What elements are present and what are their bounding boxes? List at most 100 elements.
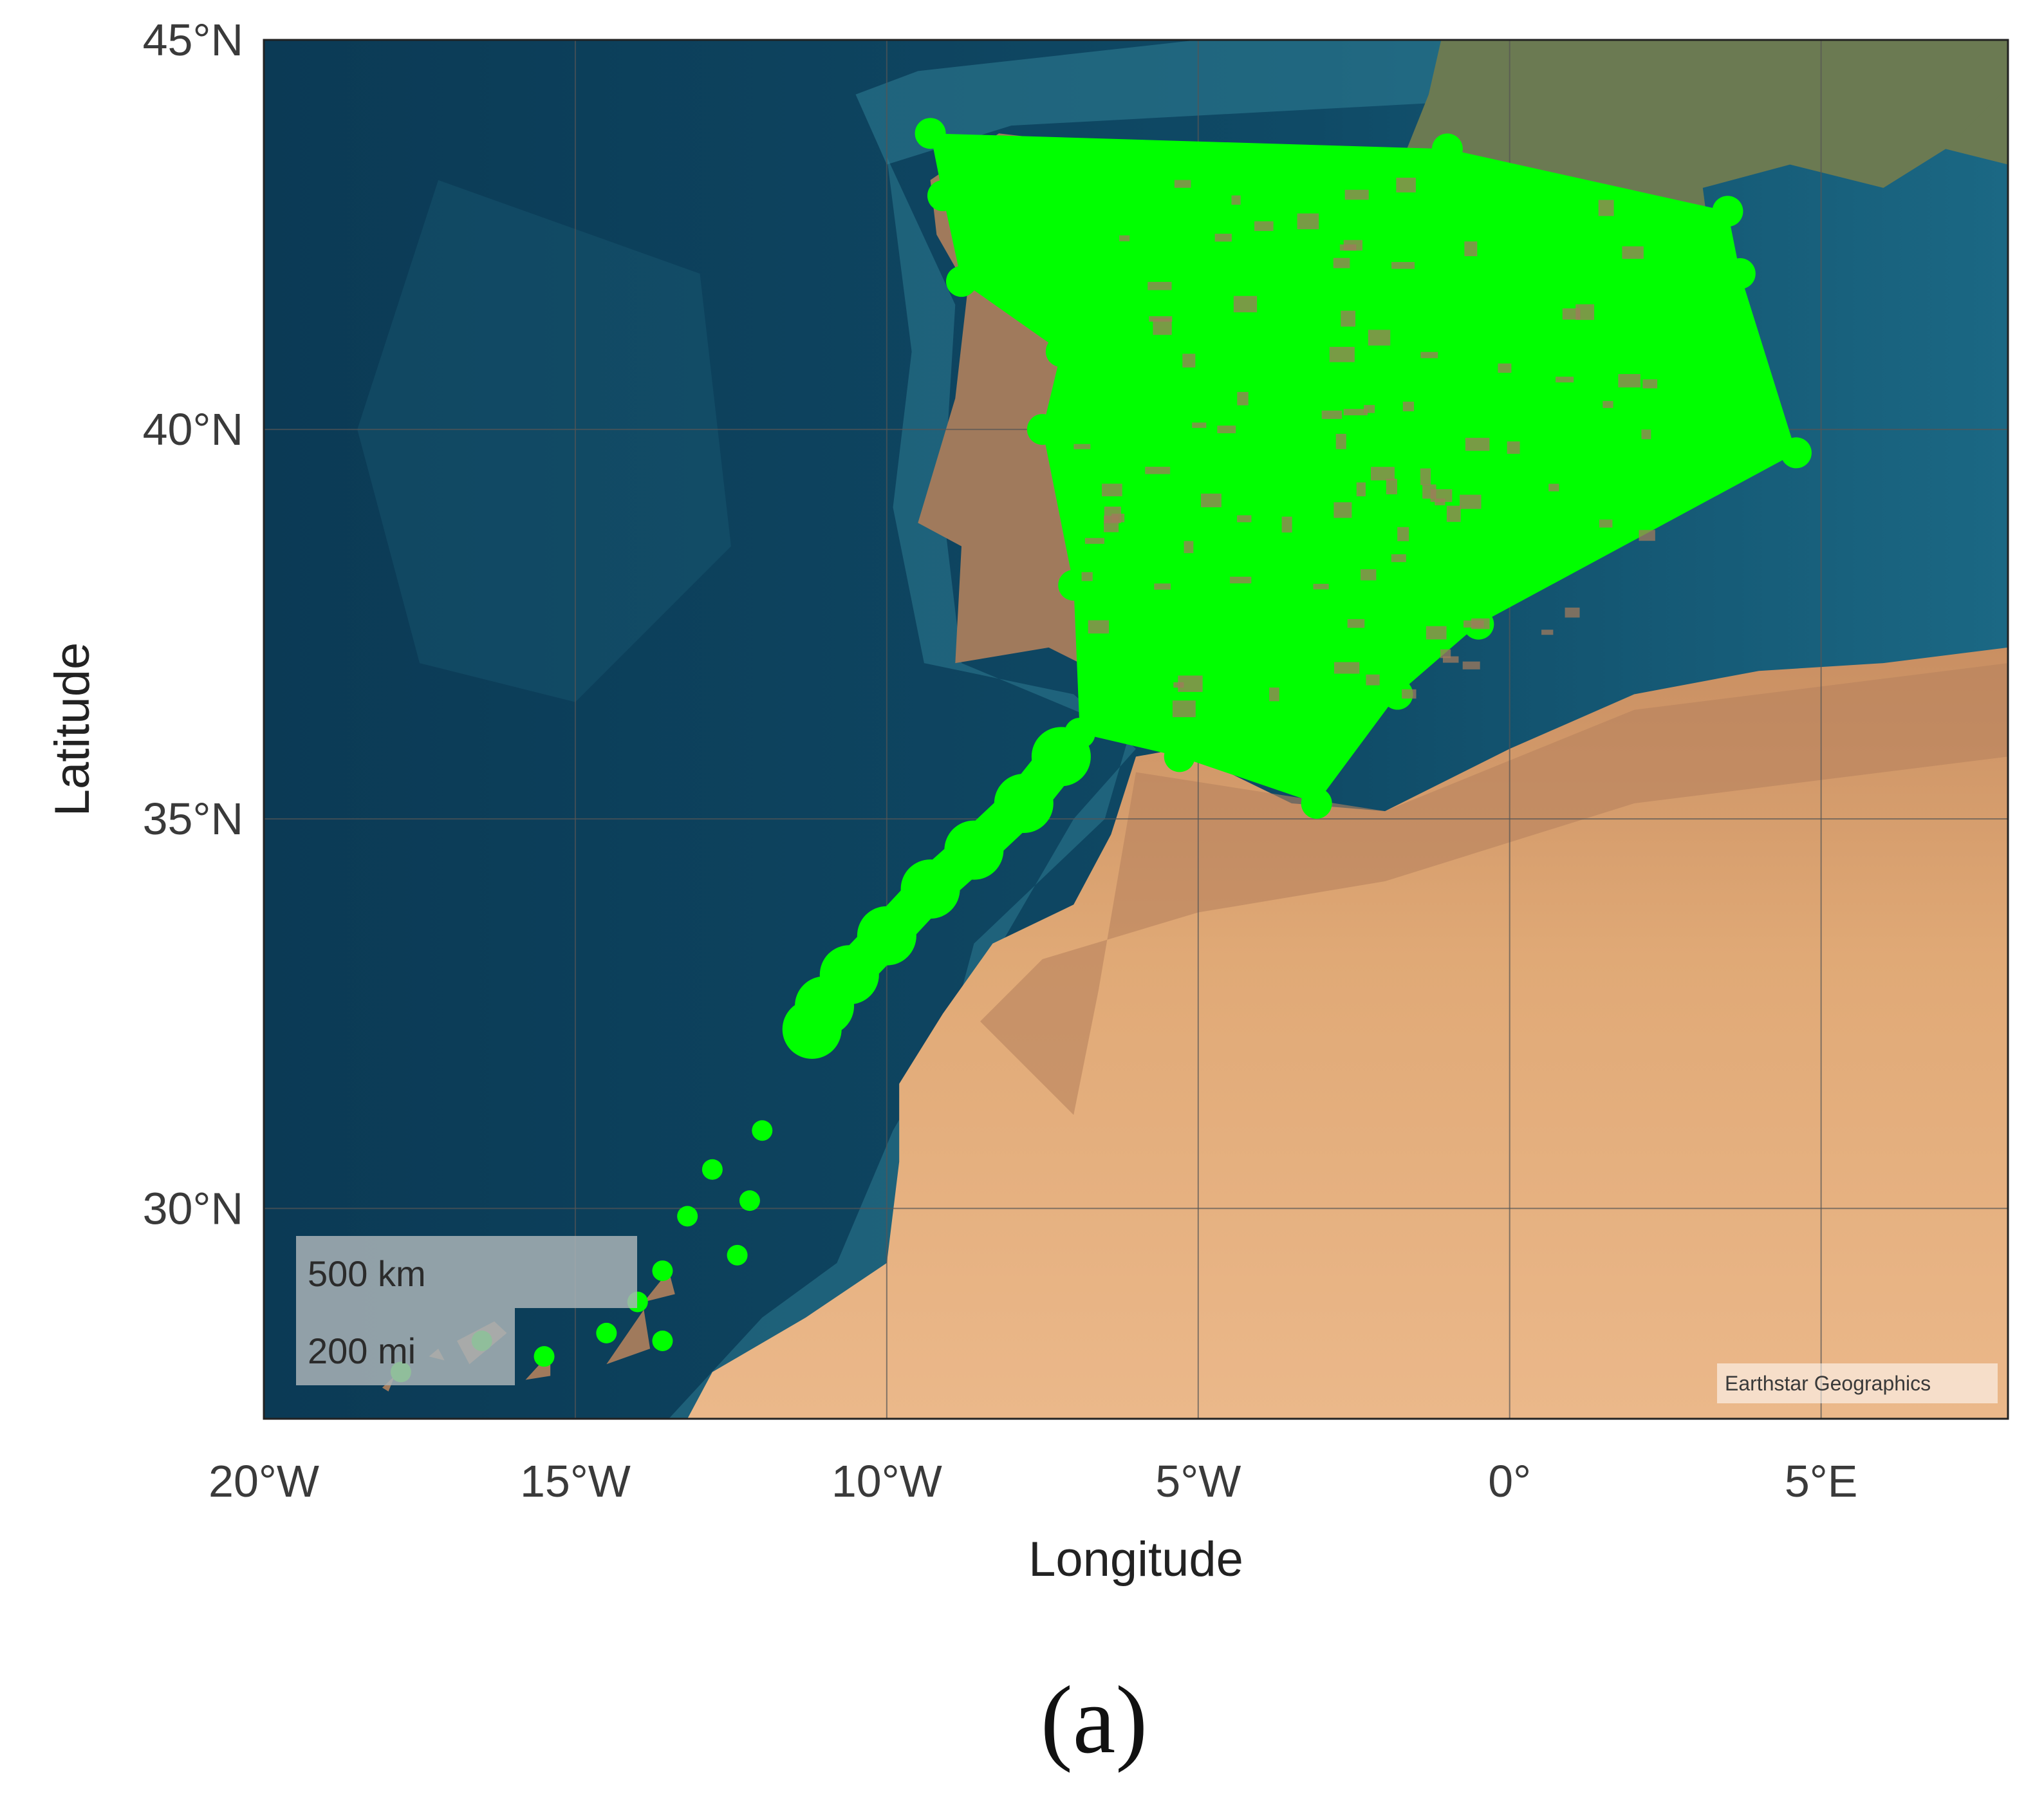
points-gap xyxy=(1641,429,1651,440)
points-gap xyxy=(1341,310,1356,327)
scale-bar-km-label: 500 km xyxy=(308,1253,426,1294)
points-edge-cluster xyxy=(915,118,946,149)
points-gap xyxy=(1391,554,1406,563)
points-edge-cluster xyxy=(1712,196,1743,227)
points-edge-cluster xyxy=(1027,414,1058,445)
points-gap xyxy=(1642,379,1658,389)
data-points xyxy=(390,118,1812,1383)
points-gap xyxy=(1104,516,1119,532)
points-gap xyxy=(1598,200,1614,216)
points-gap xyxy=(1184,541,1194,554)
points-gap xyxy=(1344,189,1369,200)
points-gap xyxy=(1237,515,1252,523)
points-gap xyxy=(1233,295,1258,313)
x-tick-label: 20°W xyxy=(209,1456,319,1506)
points-gap xyxy=(1230,576,1252,584)
points-gap xyxy=(1281,516,1292,533)
points-island-cluster xyxy=(677,1206,698,1227)
x-tick-label: 5°E xyxy=(1785,1456,1858,1506)
points-gap xyxy=(1217,426,1236,434)
points-gap xyxy=(1435,498,1445,505)
points-island-cluster xyxy=(534,1346,555,1367)
points-trail-cluster xyxy=(782,999,842,1059)
points-edge-cluster xyxy=(1164,741,1195,772)
points-edge-cluster xyxy=(1045,336,1077,368)
points-gap xyxy=(1575,304,1595,321)
points-gap xyxy=(1420,351,1438,359)
points-gap xyxy=(1507,441,1520,454)
points-gap xyxy=(1333,502,1352,518)
points-gap xyxy=(1329,346,1355,362)
y-tick-label: 40°N xyxy=(143,404,243,454)
points-gap xyxy=(1154,583,1171,590)
shelf-abyssal-plain xyxy=(357,180,731,702)
plot-frame xyxy=(263,39,2009,1420)
points-gap xyxy=(1446,505,1461,522)
points-trail-cluster xyxy=(900,859,960,919)
points-gap xyxy=(1343,409,1368,416)
scale-bar-mi-box xyxy=(296,1308,515,1385)
points-gap xyxy=(1073,444,1091,449)
points-edge-cluster xyxy=(1301,787,1332,819)
points-edge-cluster xyxy=(927,180,958,212)
points-island-cluster xyxy=(652,1260,673,1282)
y-tick-labels: 45°N 40°N 35°N 30°N xyxy=(143,15,243,1233)
figure-caption: (a) xyxy=(1041,1667,1147,1773)
points-gap xyxy=(1556,377,1574,383)
points-gap xyxy=(1237,391,1249,406)
points-gap xyxy=(1599,519,1613,528)
points-gap xyxy=(1548,483,1559,492)
points-gap xyxy=(1201,493,1222,508)
points-gap xyxy=(1347,619,1365,628)
points-gap xyxy=(1541,630,1554,635)
points-edge-cluster xyxy=(1058,570,1090,601)
points-gap xyxy=(1462,661,1480,669)
points-gap xyxy=(1459,494,1482,509)
points-gap xyxy=(1173,682,1184,688)
x-axis-title: Longitude xyxy=(1028,1532,1243,1587)
points-edge-cluster xyxy=(1780,437,1812,469)
points-gap xyxy=(1088,620,1110,634)
points-gap xyxy=(1214,234,1232,242)
points-gap xyxy=(1102,483,1122,497)
points-gap xyxy=(1603,400,1613,408)
points-island-cluster xyxy=(701,1159,723,1180)
points-gap xyxy=(1402,401,1415,411)
points-gap xyxy=(1172,700,1196,718)
points-island-cluster xyxy=(652,1330,673,1351)
points-gap xyxy=(1498,363,1512,373)
points-gap xyxy=(1360,569,1377,581)
points-gap xyxy=(1565,607,1580,618)
points-gap xyxy=(1321,410,1343,419)
points-gap xyxy=(1145,467,1171,474)
x-tick-label: 5°W xyxy=(1155,1456,1241,1506)
points-gap xyxy=(1622,246,1644,259)
scale-bar-mi-label: 200 mi xyxy=(308,1331,416,1371)
points-trail-cluster xyxy=(994,773,1054,833)
points-gap xyxy=(1084,538,1104,544)
y-tick-label: 30°N xyxy=(143,1183,243,1233)
points-gap xyxy=(1153,318,1172,335)
points-gap xyxy=(1618,374,1640,388)
plot-area: 500 km 200 mi Earthstar Geographics xyxy=(264,40,2008,1419)
points-gap xyxy=(1397,527,1409,541)
points-trail-cluster xyxy=(944,820,1004,880)
points-gap xyxy=(1254,221,1274,231)
land-italy-edge xyxy=(1946,86,2008,149)
points-gap xyxy=(1440,649,1451,659)
shelf-bay-of-biscay xyxy=(855,40,1447,165)
points-edge-cluster xyxy=(1724,258,1756,290)
points-coverage-region xyxy=(930,133,1796,804)
points-gap xyxy=(1182,353,1196,368)
points-trail-cluster xyxy=(857,906,916,966)
points-gap xyxy=(1465,438,1490,451)
points-gap xyxy=(1192,422,1207,428)
y-tick-label: 45°N xyxy=(143,15,243,65)
points-gap xyxy=(1269,687,1279,702)
points-island-cluster xyxy=(727,1244,748,1266)
attribution: Earthstar Geographics xyxy=(1717,1363,1998,1403)
points-edge-cluster xyxy=(1064,718,1095,749)
points-edge-cluster xyxy=(946,266,977,297)
points-gap xyxy=(1335,433,1346,449)
